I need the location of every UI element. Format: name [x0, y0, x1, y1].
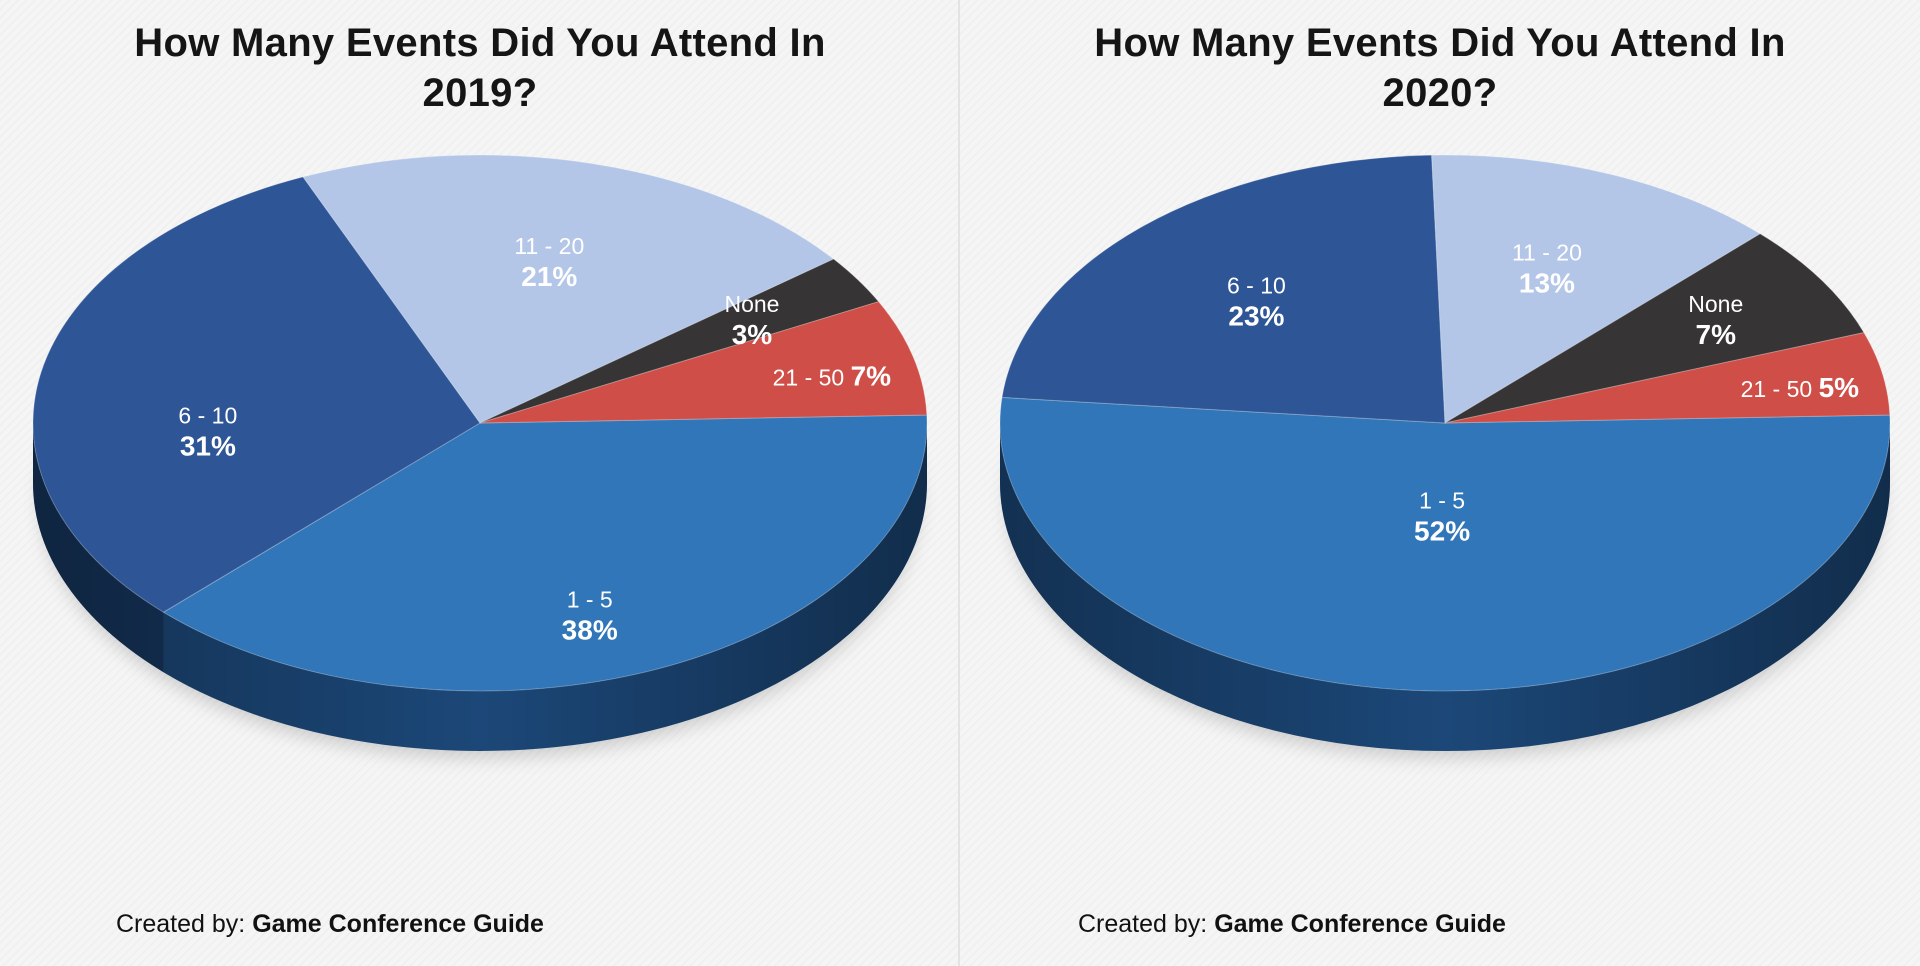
pie-side-walls [33, 423, 927, 751]
pie-side-shading [33, 423, 927, 751]
pie-slice-1-5 [162, 414, 928, 692]
slice-value-label-6-10: 23% [1228, 301, 1284, 332]
pie-slice-6-10 [1001, 154, 1446, 424]
slice-category-label-6-10: 6 - 10 [1227, 273, 1286, 299]
slice-category-label: 21 - 50 [773, 364, 851, 390]
chart-title-2019-line2: 2019? [422, 71, 538, 115]
slice-category-label-1-5: 1 - 5 [1419, 488, 1465, 514]
pie-side-shading [1000, 423, 1890, 751]
pie-slice-none [479, 258, 880, 424]
chart-title-2019-line1: How Many Events Did You Attend In [134, 21, 826, 65]
pie-slice-11-20 [302, 154, 835, 424]
slice-category-label-11-20: 11 - 20 [1512, 240, 1582, 266]
credit-line-2019: Created by: Game Conference Guide [116, 910, 544, 939]
credit-line-2020: Created by: Game Conference Guide [1078, 910, 1506, 939]
pie-slice-1-5 [999, 396, 1891, 692]
slice-category-label-1-5: 1 - 5 [567, 587, 613, 613]
chart-title-2019: How Many Events Did You Attend In 2019? [40, 18, 920, 118]
pie-slice-21-50 [1444, 332, 1891, 424]
credit-prefix: Created by: [1078, 910, 1208, 938]
slice-value-label-none: 3% [732, 319, 773, 350]
pie-slice-21-50 [479, 301, 928, 424]
slice-value-label-11-20: 13% [1519, 268, 1575, 299]
slice-label-21-50: 21 - 50 7% [773, 360, 892, 391]
slice-value-label-none: 7% [1696, 319, 1737, 350]
chart-title-2020-line2: 2020? [1382, 71, 1498, 115]
pie-slice-none [1444, 233, 1865, 424]
pie-slices [32, 154, 928, 692]
chart-title-2020-line1: How Many Events Did You Attend In [1094, 21, 1786, 65]
slice-category-label-none: None [724, 291, 779, 317]
pie-slice-6-10 [32, 176, 481, 613]
chart-panel-2020: How Many Events Did You Attend In 2020? … [958, 0, 1918, 966]
slice-value-label-1-5: 38% [562, 615, 618, 646]
chart-panel-2019: How Many Events Did You Attend In 2019? … [0, 0, 958, 966]
credit-name: Game Conference Guide [1214, 910, 1506, 938]
pie-slices [999, 154, 1891, 692]
credit-name: Game Conference Guide [252, 910, 544, 938]
slice-label-21-50: 21 - 50 5% [1741, 372, 1860, 403]
slice-value-label: 7% [851, 360, 892, 391]
credit-prefix: Created by: [116, 910, 246, 938]
chart-title-2020: How Many Events Did You Attend In 2020? [1000, 18, 1880, 118]
slice-category-label-11-20: 11 - 20 [514, 233, 584, 259]
slice-category-label-6-10: 6 - 10 [178, 403, 237, 429]
pie-side-walls [1000, 423, 1890, 751]
slice-value-label-1-5: 52% [1414, 516, 1470, 547]
slice-category-label: 21 - 50 [1741, 376, 1819, 402]
slice-value-label-11-20: 21% [521, 261, 577, 292]
slice-category-label-none: None [1688, 291, 1743, 317]
pie-slice-11-20 [1431, 154, 1762, 424]
slice-value-label: 5% [1819, 372, 1860, 403]
slice-value-label-6-10: 31% [180, 431, 236, 462]
